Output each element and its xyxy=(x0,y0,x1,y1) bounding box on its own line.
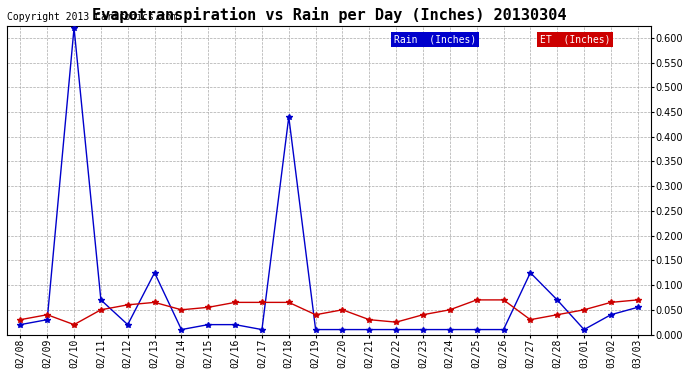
Title: Evapotranspiration vs Rain per Day (Inches) 20130304: Evapotranspiration vs Rain per Day (Inch… xyxy=(92,7,566,23)
Text: ET  (Inches): ET (Inches) xyxy=(540,34,611,44)
Text: Rain  (Inches): Rain (Inches) xyxy=(394,34,476,44)
Text: Copyright 2013 Cartronics.com: Copyright 2013 Cartronics.com xyxy=(7,12,177,22)
